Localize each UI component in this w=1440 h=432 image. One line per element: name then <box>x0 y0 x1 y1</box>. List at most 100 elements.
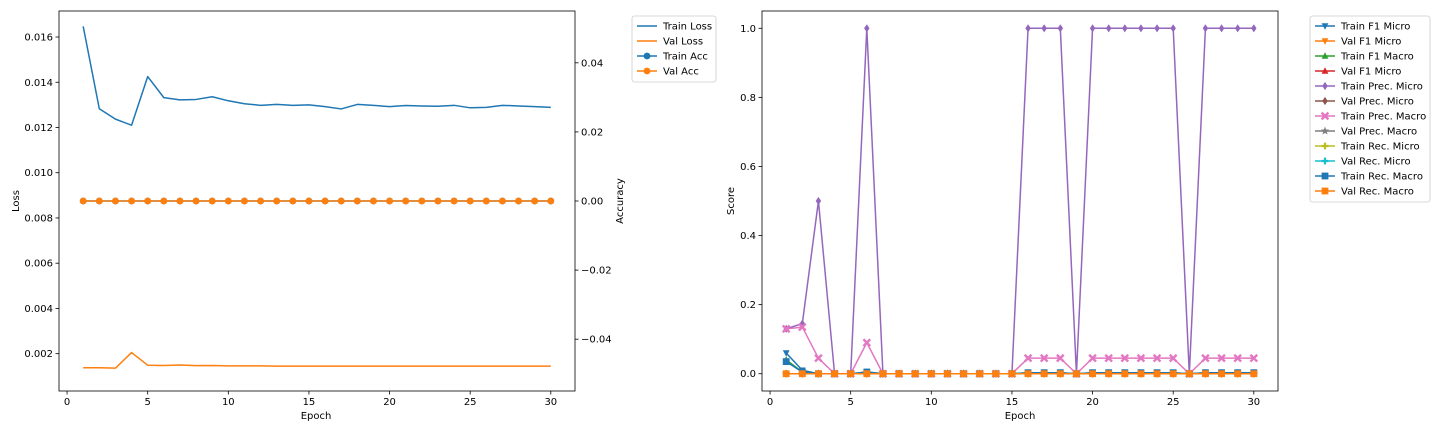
right-chart-ytick-label: 0.2 <box>740 300 756 311</box>
right-chart-xlabel: Epoch <box>1005 411 1036 422</box>
left-chart-legend-marker <box>643 52 651 60</box>
right-chart-point-train-prec-micro <box>1170 24 1176 33</box>
right-chart-legend-marker <box>1321 142 1329 150</box>
right-chart-point-val-rec-macro <box>1056 370 1064 378</box>
left-chart-point-val-acc <box>79 197 87 205</box>
left-chart-xtick-label: 5 <box>145 397 151 408</box>
right-chart-point-val-rec-macro <box>1218 370 1225 378</box>
left-chart-legend-label: Val Acc <box>663 67 699 78</box>
right-chart-ytick-label: 1.0 <box>740 24 756 35</box>
right-chart-axes-frame <box>761 10 1279 392</box>
left-chart-point-val-acc <box>499 197 506 205</box>
left-chart-point-val-acc <box>418 197 426 205</box>
right-chart-point-train-prec-micro <box>1218 24 1225 33</box>
left-chart-xtick-label: 30 <box>544 397 557 408</box>
left-chart-point-val-acc <box>434 197 442 205</box>
right-chart-point-val-rec-macro <box>1008 370 1016 378</box>
right-chart-point-val-rec-macro <box>847 370 855 378</box>
left-chart-ytick-label: 0.002 <box>24 349 53 360</box>
right-chart-ytick-label: 0.6 <box>740 162 756 173</box>
right-chart-xtick-label: 5 <box>848 397 854 408</box>
right-chart-line-train-prec-micro <box>785 27 1254 375</box>
right-chart-point-val-rec-macro <box>1121 370 1129 378</box>
right-chart-point-val-rec-macro <box>992 370 1000 378</box>
left-chart-y2tick-label: −0.04 <box>581 335 612 346</box>
left-chart-ytick-label: 0.016 <box>24 33 53 44</box>
right-chart-point-val-rec-macro <box>976 370 984 378</box>
right-chart-legend-marker <box>1322 96 1328 106</box>
right-chart-point-val-rec-macro <box>1024 370 1032 378</box>
left-chart-point-val-acc <box>386 197 393 205</box>
right-chart-point-train-prec-macro <box>1120 353 1130 363</box>
right-chart-xtick-label: 25 <box>1167 397 1180 408</box>
right-chart-legend-box <box>1309 15 1431 203</box>
right-chart-point-val-rec-macro <box>1169 370 1177 378</box>
right-chart-legend-marker <box>1321 67 1329 74</box>
right-chart-legend-item: Val Prec. Micro <box>1315 97 1414 108</box>
left-chart-point-val-acc <box>112 197 119 205</box>
left-chart-axes-frame <box>58 10 576 392</box>
right-chart-legend-label: Val Prec. Macro <box>1341 127 1417 138</box>
left-chart-legend-item: Val Loss <box>637 37 703 48</box>
right-chart-legend: Train F1 Micro Val F1 Micro Train F1 Macro… <box>1309 15 1431 203</box>
right-chart-point-val-rec-macro <box>911 370 919 378</box>
left-chart-y2label: Accuracy <box>615 178 626 224</box>
left-chart-point-val-acc <box>482 197 490 205</box>
right-chart-point-train-prec-macro <box>1168 353 1178 363</box>
left-chart-point-val-acc <box>160 197 168 205</box>
right-chart-legend-item: Val F1 Micro <box>1315 37 1401 48</box>
right-chart-legend-marker <box>1322 81 1328 91</box>
right-chart-point-train-prec-macro <box>1233 353 1242 363</box>
left-chart-legend-item: Train Loss <box>637 22 712 33</box>
right-chart-legend-label: Train Prec. Macro <box>1340 112 1426 123</box>
left-chart-point-val-acc <box>531 197 539 205</box>
left-chart-point-val-acc <box>192 197 200 205</box>
right-chart-legend-item: Train Prec. Micro <box>1315 82 1423 93</box>
right-chart-legend-label: Train Prec. Micro <box>1340 82 1423 93</box>
right-chart-point-train-prec-micro <box>1138 24 1144 33</box>
right-chart-point-val-rec-macro <box>1153 370 1161 378</box>
right-chart-point-val-rec-macro <box>863 370 871 378</box>
left-chart-point-val-acc <box>547 197 555 205</box>
right-chart-point-train-prec-micro <box>1122 24 1128 33</box>
right-chart-point-train-prec-macro <box>1201 353 1210 363</box>
right-chart-ytick-label: 0.4 <box>740 231 756 242</box>
left-chart-series-val-loss-1 <box>83 351 551 369</box>
right-chart-point-train-prec-macro <box>1249 353 1259 363</box>
right-chart-legend-marker <box>1320 126 1330 135</box>
right-chart-legend-marker <box>1321 157 1329 165</box>
right-chart-point-train-prec-macro <box>1088 353 1097 363</box>
left-chart-xtick-label: 10 <box>222 397 235 408</box>
left-chart-point-val-acc <box>353 197 361 205</box>
right-chart-point-train-prec-macro <box>798 322 807 332</box>
right-chart-legend-marker <box>1321 38 1329 45</box>
left-chart-point-val-acc <box>370 197 377 205</box>
left-chart-xtick-label: 15 <box>303 397 316 408</box>
left-chart-legend-box <box>631 15 717 83</box>
right-chart-legend-item: Val Rec. Macro <box>1315 187 1414 198</box>
left-chart-y2tick-label: 0.02 <box>581 127 603 138</box>
left-chart-point-val-acc <box>402 197 410 205</box>
right-chart-point-val-rec-macro <box>831 370 838 378</box>
right-chart-legend-item: Val Rec. Micro <box>1315 157 1411 168</box>
right-chart-point-train-prec-macro <box>814 353 823 363</box>
right-chart-legend-label: Val Rec. Macro <box>1341 187 1414 198</box>
left-chart-point-val-acc <box>95 197 103 205</box>
left-chart-legend-label: Val Loss <box>663 37 703 48</box>
left-chart-point-val-acc <box>128 197 135 205</box>
right-chart-legend-label: Val F1 Micro <box>1341 67 1401 78</box>
left-chart-ytick-label: 0.006 <box>24 259 53 270</box>
right-chart-point-train-prec-micro <box>1041 24 1047 33</box>
right-chart-legend-label: Train Rec. Macro <box>1340 172 1423 183</box>
left-chart-ytick-label: 0.008 <box>24 213 53 224</box>
right-chart-ytick-label: 0.8 <box>740 93 756 104</box>
left-chart-point-val-acc <box>515 197 522 205</box>
left-chart-point-val-acc <box>208 197 216 205</box>
left-chart-y2tick-label: 0.00 <box>581 197 603 208</box>
right-chart-point-train-prec-macro <box>781 324 791 334</box>
left-chart-point-val-acc <box>337 197 345 205</box>
right-chart-legend-label: Train F1 Macro <box>1340 52 1414 63</box>
left-chart-legend-item: Train Acc <box>637 52 708 63</box>
left-chart-point-val-acc <box>176 197 184 205</box>
